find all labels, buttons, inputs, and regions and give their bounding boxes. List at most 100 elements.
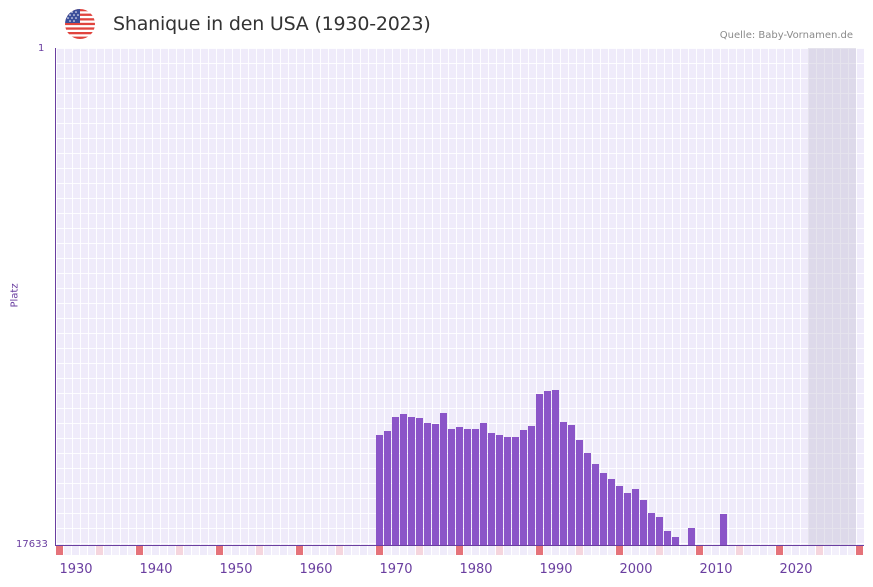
year-marker	[168, 546, 175, 555]
bar-2005[interactable]	[672, 537, 679, 545]
year-marker	[256, 546, 263, 555]
y-axis-line	[55, 48, 56, 546]
bar-1986[interactable]	[520, 430, 527, 545]
bar-1983[interactable]	[496, 435, 503, 545]
bar-1974[interactable]	[424, 423, 431, 545]
year-marker	[448, 546, 455, 555]
bar-2007[interactable]	[688, 528, 695, 545]
bar-2011[interactable]	[720, 514, 727, 545]
year-marker	[560, 546, 567, 555]
y-axis-title: Platz	[9, 283, 21, 308]
year-marker	[192, 546, 199, 555]
bar-1980[interactable]	[472, 429, 479, 545]
year-marker	[832, 546, 839, 555]
bar-1971[interactable]	[400, 414, 407, 545]
bar-1975[interactable]	[432, 424, 439, 545]
year-marker	[840, 546, 847, 555]
bar-1987[interactable]	[528, 426, 535, 545]
year-marker	[392, 546, 399, 555]
year-marker	[224, 546, 231, 555]
year-marker	[480, 546, 487, 555]
bar-1984[interactable]	[504, 437, 511, 545]
bar-1996[interactable]	[600, 473, 607, 545]
year-marker	[744, 546, 751, 555]
bar-1998[interactable]	[616, 486, 623, 545]
year-marker	[720, 546, 727, 555]
bar-1978[interactable]	[456, 427, 463, 545]
year-marker	[240, 546, 247, 555]
bar-1988[interactable]	[536, 394, 543, 545]
x-tick-label: 1980	[459, 562, 493, 577]
x-tick-label: 1930	[59, 562, 93, 577]
bar-1977[interactable]	[448, 429, 455, 545]
year-marker	[592, 546, 599, 555]
year-marker	[488, 546, 495, 555]
year-marker	[184, 546, 191, 555]
year-marker	[456, 546, 463, 555]
year-marker	[408, 546, 415, 555]
year-marker	[752, 546, 759, 555]
x-tick-label: 1960	[299, 562, 333, 577]
year-marker	[120, 546, 127, 555]
year-marker	[56, 546, 63, 555]
year-marker	[712, 546, 719, 555]
bar-1969[interactable]	[384, 431, 391, 545]
year-marker	[472, 546, 479, 555]
year-marker	[616, 546, 623, 555]
year-marker	[128, 546, 135, 555]
bar-1985[interactable]	[512, 437, 519, 545]
year-marker	[328, 546, 335, 555]
bar-2000[interactable]	[632, 489, 639, 545]
bar-1981[interactable]	[480, 423, 487, 545]
year-marker	[696, 546, 703, 555]
year-marker	[96, 546, 103, 555]
year-marker	[544, 546, 551, 555]
bar-2002[interactable]	[648, 513, 655, 545]
year-marker	[80, 546, 87, 555]
year-marker	[776, 546, 783, 555]
bar-2004[interactable]	[664, 531, 671, 545]
bar-1973[interactable]	[416, 418, 423, 545]
x-tick-label: 2010	[699, 562, 733, 577]
year-marker	[352, 546, 359, 555]
year-marker	[152, 546, 159, 555]
bar-1995[interactable]	[592, 464, 599, 545]
bar-1989[interactable]	[544, 391, 551, 545]
year-marker	[808, 546, 815, 555]
x-tick-label: 1970	[379, 562, 413, 577]
bar-2001[interactable]	[640, 500, 647, 545]
y-axis-bottom-label: 17633	[16, 539, 48, 550]
year-marker	[400, 546, 407, 555]
year-marker	[624, 546, 631, 555]
bar-1999[interactable]	[624, 493, 631, 545]
bar-2003[interactable]	[656, 517, 663, 545]
bar-1976[interactable]	[440, 413, 447, 545]
bar-1982[interactable]	[488, 433, 495, 545]
year-marker	[784, 546, 791, 555]
bar-1968[interactable]	[376, 435, 383, 545]
bar-1997[interactable]	[608, 479, 615, 545]
year-marker	[288, 546, 295, 555]
bar-1972[interactable]	[408, 417, 415, 545]
bar-1990[interactable]	[552, 390, 559, 545]
year-marker	[344, 546, 351, 555]
year-marker	[360, 546, 367, 555]
year-marker	[424, 546, 431, 555]
bar-1979[interactable]	[464, 428, 471, 545]
y-axis-top-label: 1	[38, 43, 45, 54]
year-marker	[304, 546, 311, 555]
year-marker	[648, 546, 655, 555]
year-marker	[208, 546, 215, 555]
bar-1994[interactable]	[584, 453, 591, 545]
bar-1991[interactable]	[560, 422, 567, 545]
bar-1993[interactable]	[576, 440, 583, 545]
year-marker	[672, 546, 679, 555]
year-marker	[440, 546, 447, 555]
year-marker	[728, 546, 735, 555]
year-marker	[576, 546, 583, 555]
bar-1992[interactable]	[568, 425, 575, 545]
year-marker	[312, 546, 319, 555]
bar-1970[interactable]	[392, 417, 399, 545]
year-marker	[368, 546, 375, 555]
year-marker	[216, 546, 223, 555]
